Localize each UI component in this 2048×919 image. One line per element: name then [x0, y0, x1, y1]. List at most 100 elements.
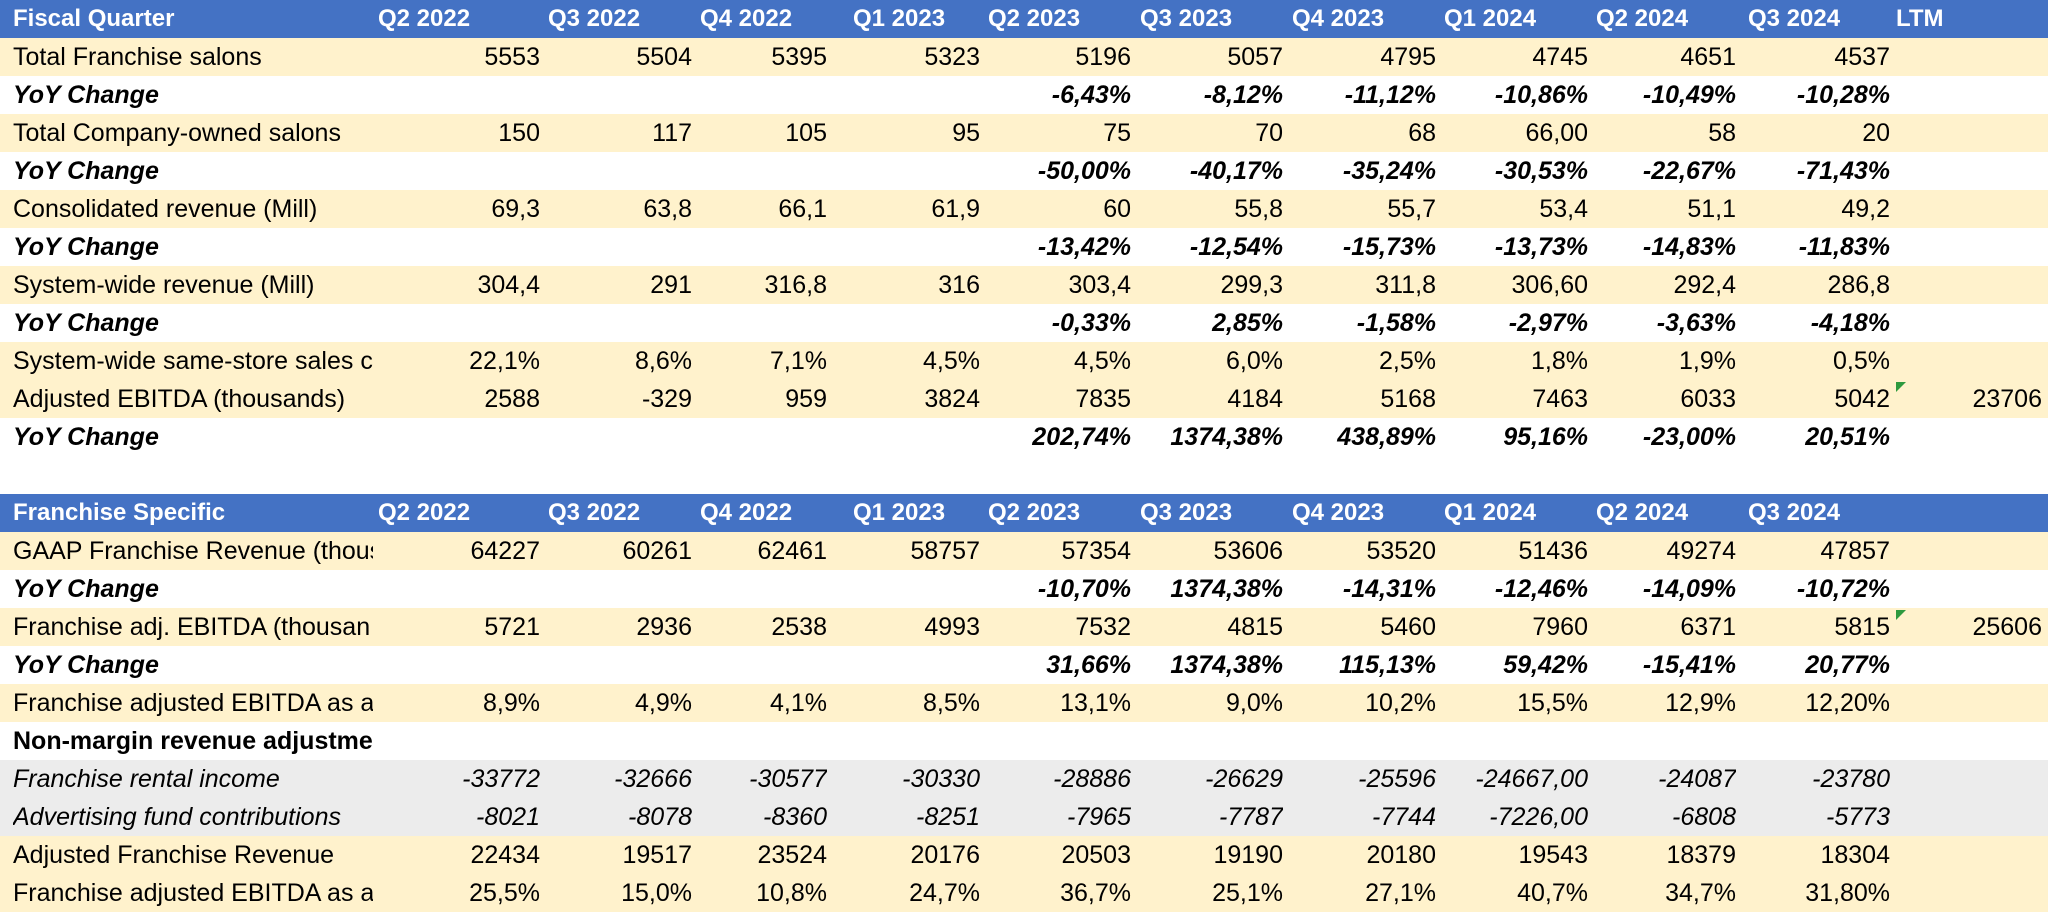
table1-cell[interactable]: [542, 152, 692, 190]
table2-cell[interactable]: 2936: [636, 613, 692, 641]
table2-cell[interactable]: -24087: [1658, 765, 1736, 793]
table1-row-label[interactable]: Total Franchise salons: [13, 43, 262, 71]
table1-row-label[interactable]: Adjusted EBITDA (thousands): [13, 385, 346, 413]
table2-cell[interactable]: 47857: [1820, 537, 1890, 565]
table1-cell[interactable]: 5042: [1834, 385, 1890, 413]
table1-cell[interactable]: 51,1: [1687, 195, 1736, 223]
table1-header-cell[interactable]: Q2 2023: [988, 5, 1081, 32]
table1-cell[interactable]: 1,9%: [1679, 347, 1736, 375]
table2-cell[interactable]: 20503: [1061, 841, 1131, 869]
table2-cell[interactable]: -32666: [614, 765, 692, 793]
table1-header-cell[interactable]: Q3 2024: [1748, 5, 1841, 32]
table2-cell[interactable]: [1133, 722, 1283, 760]
table2-cell[interactable]: 5721: [484, 613, 540, 641]
table2-row-label[interactable]: Franchise rental income: [13, 765, 280, 793]
table1-cell[interactable]: 2,85%: [1212, 309, 1283, 337]
table2-header-cell[interactable]: Q4 2023: [1292, 499, 1385, 526]
table2-header-cell[interactable]: Q1 2023: [853, 499, 946, 526]
table1-row-label[interactable]: System-wide same-store sales c: [13, 347, 373, 375]
table2-cell[interactable]: 57354: [1061, 537, 1131, 565]
table1-cell[interactable]: 202,74%: [1032, 423, 1131, 451]
table1-cell[interactable]: -329: [641, 385, 692, 413]
table2-cell[interactable]: [677, 570, 827, 608]
table1-cell[interactable]: [677, 418, 827, 456]
table2-cell[interactable]: [390, 570, 540, 608]
table2-cell[interactable]: [542, 646, 692, 684]
table2-cell[interactable]: -7744: [1372, 803, 1436, 831]
table2-cell[interactable]: [390, 646, 540, 684]
table2-cell[interactable]: 12,9%: [1665, 689, 1736, 717]
table1-cell[interactable]: 959: [785, 385, 827, 413]
table2-cell[interactable]: -14,31%: [1342, 575, 1436, 603]
table1-cell[interactable]: 304,4: [477, 271, 540, 299]
table2-cell[interactable]: 15,5%: [1517, 689, 1588, 717]
table1-header-cell[interactable]: Q2 2024: [1596, 5, 1689, 32]
table2-cell[interactable]: 10,2%: [1365, 689, 1436, 717]
table1-cell[interactable]: 0,5%: [1833, 347, 1890, 375]
table2-cell[interactable]: [981, 722, 1131, 760]
table2-cell[interactable]: [1892, 874, 2042, 912]
table2-cell[interactable]: [1892, 722, 2042, 760]
table1-header-cell[interactable]: Q4 2022: [700, 5, 793, 32]
table1-cell[interactable]: -8,12%: [1203, 81, 1283, 109]
table1-cell[interactable]: 299,3: [1220, 271, 1283, 299]
table1-cell[interactable]: -10,49%: [1642, 81, 1736, 109]
table1-cell[interactable]: [830, 304, 980, 342]
table2-cell[interactable]: 20176: [910, 841, 980, 869]
table1-cell[interactable]: 286,8: [1827, 271, 1890, 299]
table2-cell[interactable]: [1286, 722, 1436, 760]
table1-cell[interactable]: [390, 228, 540, 266]
table2-row-label[interactable]: YoY Change: [13, 575, 159, 603]
table1-cell[interactable]: 7,1%: [770, 347, 827, 375]
table1-cell[interactable]: 20,51%: [1805, 423, 1890, 451]
table1-cell[interactable]: [390, 152, 540, 190]
table2-cell[interactable]: [542, 722, 692, 760]
table1-cell[interactable]: 23706: [1972, 385, 2042, 413]
table1-cell[interactable]: 58: [1708, 119, 1736, 147]
table1-cell[interactable]: 7463: [1532, 385, 1588, 413]
table2-cell[interactable]: 5815: [1834, 613, 1890, 641]
table2-cell[interactable]: 64227: [470, 537, 540, 565]
table1-cell[interactable]: 5196: [1075, 43, 1131, 71]
table2-cell[interactable]: [830, 646, 980, 684]
table2-cell[interactable]: -8360: [763, 803, 827, 831]
table2-cell[interactable]: -5773: [1826, 803, 1890, 831]
table1-cell[interactable]: 63,8: [643, 195, 692, 223]
table1-cell[interactable]: 291: [650, 271, 692, 299]
table2-cell[interactable]: 23524: [757, 841, 827, 869]
table1-cell[interactable]: [1892, 418, 2042, 456]
table1-cell[interactable]: [542, 228, 692, 266]
table2-cell[interactable]: -14,09%: [1642, 575, 1736, 603]
table1-cell[interactable]: 70: [1255, 119, 1283, 147]
table2-cell[interactable]: -8078: [628, 803, 692, 831]
table2-cell[interactable]: [1892, 836, 2042, 874]
table2-cell[interactable]: -24667,00: [1475, 765, 1588, 793]
table1-cell[interactable]: 316: [938, 271, 980, 299]
table1-cell[interactable]: 311,8: [1375, 271, 1436, 299]
table1-header-cell[interactable]: Q4 2023: [1292, 5, 1385, 32]
table2-cell[interactable]: [1892, 798, 2042, 836]
table2-header-cell[interactable]: [1896, 494, 2046, 532]
table1-cell[interactable]: -40,17%: [1189, 157, 1283, 185]
table1-cell[interactable]: 4745: [1532, 43, 1588, 71]
table1-cell[interactable]: -3,63%: [1656, 309, 1736, 337]
table2-cell[interactable]: 62461: [757, 537, 827, 565]
table2-cell[interactable]: 24,7%: [909, 879, 980, 907]
table1-cell[interactable]: 5168: [1380, 385, 1436, 413]
table1-cell[interactable]: 7835: [1075, 385, 1131, 413]
table1-cell[interactable]: 95,16%: [1503, 423, 1588, 451]
table1-cell[interactable]: -10,86%: [1494, 81, 1588, 109]
table2-cell[interactable]: [830, 722, 980, 760]
table2-row-label[interactable]: Franchise adjusted EBITDA as a: [13, 689, 373, 717]
table2-header-cell[interactable]: Franchise Specific: [13, 499, 226, 526]
table1-cell[interactable]: 438,89%: [1337, 423, 1436, 451]
table2-cell[interactable]: -10,70%: [1037, 575, 1131, 603]
table1-cell[interactable]: 5504: [636, 43, 692, 71]
table2-cell[interactable]: 51436: [1518, 537, 1588, 565]
table1-row-label[interactable]: System-wide revenue (Mill): [13, 271, 315, 299]
table2-cell[interactable]: 5460: [1380, 613, 1436, 641]
table1-cell[interactable]: 95: [952, 119, 980, 147]
table1-cell[interactable]: -1,58%: [1356, 309, 1436, 337]
table2-cell[interactable]: 18304: [1820, 841, 1890, 869]
table2-cell[interactable]: -15,41%: [1642, 651, 1736, 679]
